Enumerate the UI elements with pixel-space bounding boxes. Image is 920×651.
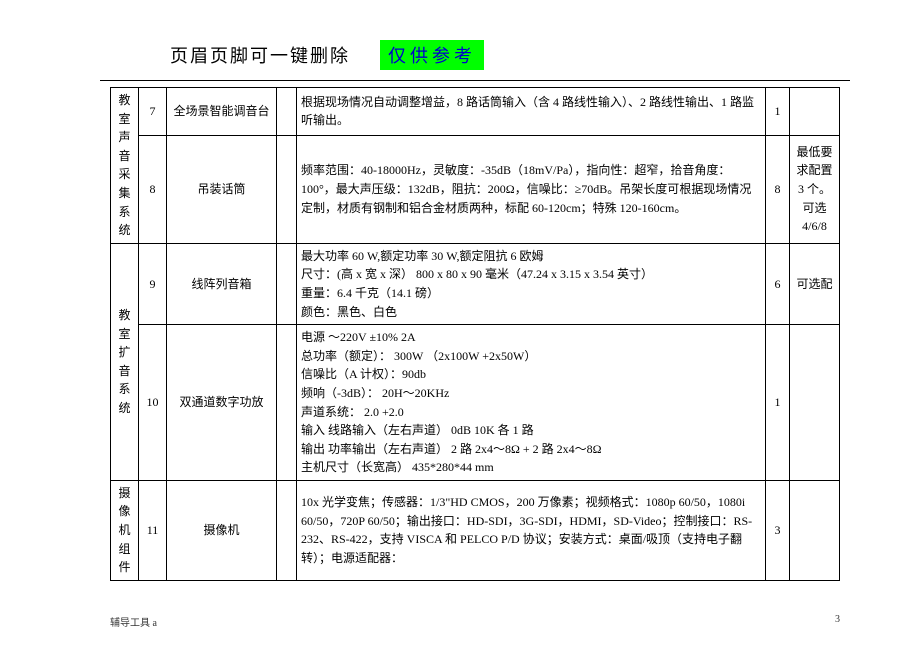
qty-cell: 3 [766, 480, 790, 580]
qty-cell: 1 [766, 325, 790, 481]
header-rule [100, 80, 850, 81]
category-cell: 摄像机组件 [111, 480, 139, 580]
header-text: 页眉页脚可一键删除 [170, 42, 350, 68]
item-name: 摄像机 [167, 480, 277, 580]
item-name: 吊装话筒 [167, 135, 277, 243]
table-row: 10双通道数字功放电源 ～220V ±10% 2A总功率（额定）： 300W （… [111, 325, 840, 481]
spec-cell: 电源 ～220V ±10% 2A总功率（额定）： 300W （2x100W +2… [297, 325, 766, 481]
row-number: 8 [139, 135, 167, 243]
qty-cell: 8 [766, 135, 790, 243]
category-cell: 教室声音采集系统 [111, 88, 139, 244]
footer-left: 辅导工具 a [110, 614, 157, 629]
spec-cell: 最大功率 60 W,额定功率 30 W,额定阻抗 6 欧姆尺寸：(高 x 宽 x… [297, 243, 766, 324]
row-number: 11 [139, 480, 167, 580]
item-name: 双通道数字功放 [167, 325, 277, 481]
qty-cell: 1 [766, 88, 790, 136]
page-header: 页眉页脚可一键删除 仅供参考 [110, 40, 840, 70]
spec-table: 教室声音采集系统7全场景智能调音台根据现场情况自动调整增益，8 路话筒输入（含 … [110, 87, 840, 581]
blank-cell [277, 135, 297, 243]
header-badge: 仅供参考 [380, 40, 484, 70]
note-cell: 可选配 [790, 243, 840, 324]
category-cell: 教室扩音系统 [111, 243, 139, 480]
item-name: 全场景智能调音台 [167, 88, 277, 136]
blank-cell [277, 480, 297, 580]
qty-cell: 6 [766, 243, 790, 324]
spec-cell: 频率范围：40-18000Hz，灵敏度：-35dB（18mV/Pa），指向性：超… [297, 135, 766, 243]
row-number: 7 [139, 88, 167, 136]
blank-cell [277, 325, 297, 481]
note-cell [790, 88, 840, 136]
table-row: 教室扩音系统9线阵列音箱最大功率 60 W,额定功率 30 W,额定阻抗 6 欧… [111, 243, 840, 324]
footer-page-number: 3 [835, 614, 840, 629]
item-name: 线阵列音箱 [167, 243, 277, 324]
page-footer: 辅导工具 a 3 [110, 614, 840, 629]
note-cell [790, 480, 840, 580]
blank-cell [277, 243, 297, 324]
spec-cell: 根据现场情况自动调整增益，8 路话筒输入（含 4 路线性输入）、2 路线性输出、… [297, 88, 766, 136]
table-row: 摄像机组件11摄像机10x 光学变焦；传感器：1/3"HD CMOS，200 万… [111, 480, 840, 580]
table-row: 教室声音采集系统7全场景智能调音台根据现场情况自动调整增益，8 路话筒输入（含 … [111, 88, 840, 136]
blank-cell [277, 88, 297, 136]
spec-cell: 10x 光学变焦；传感器：1/3"HD CMOS，200 万像素；视频格式：10… [297, 480, 766, 580]
note-cell: 最低要求配置3 个。可选 4/6/8 [790, 135, 840, 243]
note-cell [790, 325, 840, 481]
table-row: 8吊装话筒频率范围：40-18000Hz，灵敏度：-35dB（18mV/Pa），… [111, 135, 840, 243]
row-number: 9 [139, 243, 167, 324]
row-number: 10 [139, 325, 167, 481]
